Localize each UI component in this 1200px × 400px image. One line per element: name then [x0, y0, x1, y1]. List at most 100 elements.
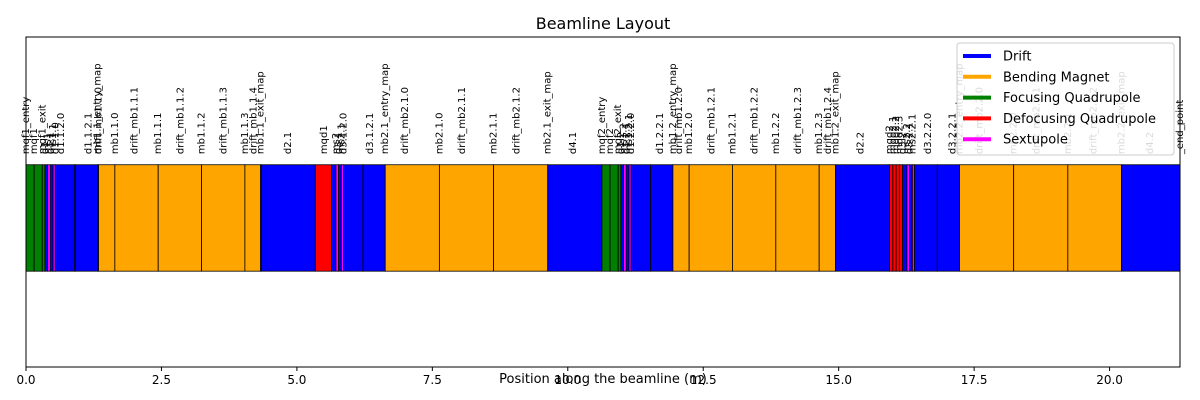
element-label: d3.2.2.0: [923, 113, 934, 154]
element-label: ms1.2.1: [624, 114, 635, 154]
element-mb1-2-1: [688, 164, 733, 272]
element-mqd2-3: [898, 164, 904, 272]
element-d1-2: [620, 164, 624, 272]
element-label: drift_mb1.1.1: [129, 87, 140, 154]
x-tick-label: 5.0: [287, 373, 306, 387]
element-label: ms2.2.1: [907, 114, 918, 154]
element-label: d1.2.1: [621, 122, 632, 154]
element-label: d1.2: [616, 132, 627, 154]
element-label: drift_mb1.1.3: [219, 87, 230, 154]
x-tick-label: 10.0: [554, 373, 581, 387]
element-label: mb2.1_entry_map: [380, 63, 391, 154]
element-d1-2-2-1: [650, 164, 674, 272]
element-mb2-1-1: [493, 164, 549, 272]
element-label: ms2.2: [902, 123, 913, 154]
element-drift-mb1-2-0: [672, 164, 690, 272]
x-tick-label: 15.0: [825, 373, 852, 387]
element-label: d1.1.2.1: [83, 113, 94, 154]
element-label: mqf2_exit: [613, 104, 624, 154]
element-mqf1-entry: [25, 164, 35, 272]
element-d3-2-2-1: [936, 164, 960, 272]
x-tick-label: 17.5: [961, 373, 988, 387]
element-label: mqd2.3: [894, 116, 905, 154]
beamline-elements: [25, 164, 1181, 272]
element-mqf1: [33, 164, 43, 272]
x-tick-label: 7.5: [423, 373, 442, 387]
element-label: mb1.2.1: [727, 113, 738, 155]
element-drift-mb1-2-2: [732, 164, 777, 272]
element-ms1: [47, 164, 51, 272]
element-ms1-2: [623, 164, 627, 272]
element-d3-2: [902, 164, 908, 272]
element-label: mb1.2_exit_map: [830, 71, 841, 154]
element-label: mb1.2_entry_map: [668, 63, 679, 154]
element-mqd1: [314, 164, 332, 272]
element-label: mb2.1.0: [434, 113, 445, 155]
element-label: d3.2.1: [905, 122, 916, 154]
element-mb1-2-exit-map: [818, 164, 836, 272]
element-ms2-2: [906, 164, 911, 272]
element-mqf2: [609, 164, 619, 272]
element-label: ms1.2: [619, 123, 630, 154]
element-d2-1: [260, 164, 316, 272]
element-d4-2: [1121, 164, 1181, 272]
element-label: d2.2: [855, 132, 866, 154]
x-axis-label: Position along the beamline (m): [499, 372, 707, 387]
legend-label: Defocusing Quadrupole: [1003, 112, 1156, 127]
plot-frame: [25, 36, 1181, 368]
element-d3-1: [338, 164, 342, 272]
element-drift-mb1-1-2: [244, 164, 261, 272]
element-mb1-1-0: [114, 164, 159, 272]
element-label: ms1.1: [48, 123, 59, 154]
element-label: d1.1: [45, 132, 56, 154]
element-label: mqd2.2: [891, 116, 902, 154]
element-label: mqd2.1: [888, 116, 899, 154]
element-d1-1-2-1: [74, 164, 98, 272]
element-label: d1: [40, 141, 51, 154]
element-label: mqf2: [605, 128, 616, 154]
element-label: mb1.2.2: [771, 113, 782, 155]
element-label: mb2.1.1: [489, 113, 500, 155]
element-d3-1-2-0: [343, 164, 364, 272]
legend-label: Bending Magnet: [1003, 70, 1109, 85]
element-label: drift_mb1.2.2: [750, 87, 761, 154]
element-label: mb1.1.2: [197, 113, 208, 155]
element-d1-1-0: [54, 164, 76, 272]
element-label: mb1.1.3: [240, 113, 251, 155]
element-label: d3.2.2.1: [947, 113, 958, 154]
x-axis: 0.0 2.5 5.0 7.5 10.0 12.5 15.0 17.5 20.0: [16, 367, 1123, 387]
element-mqf2-exit: [617, 164, 622, 272]
element-mb2-2-1: [1067, 164, 1122, 272]
element-d2-2: [835, 164, 891, 272]
element-mb2-1-0: [438, 164, 494, 272]
element-drift-mb1-1-1: [157, 164, 202, 272]
element-label: drift_mb2.1.1: [457, 87, 468, 154]
legend: Drift Bending Magnet Focusing Quadrupole De…: [956, 42, 1175, 156]
element-label: mb1.2.3: [814, 113, 825, 155]
element-label: mb2.1_exit_map: [543, 71, 554, 154]
element-mqd2: [889, 164, 894, 272]
element-label: d4.1: [568, 132, 579, 154]
chart-title: Beamline Layout: [536, 14, 671, 33]
element-label: mb1.2.0: [684, 113, 695, 155]
element-d3-2-2-0: [914, 164, 938, 272]
element-label: d1.1.0: [50, 122, 61, 154]
element-mb2-1-entry-map: [384, 164, 440, 272]
element-label: d3.1: [334, 132, 345, 154]
element-label: drift_mb1.2.0: [674, 87, 685, 154]
legend-box: [956, 42, 1175, 156]
element-label: mqf1_exit: [37, 104, 48, 154]
element-d4-1: [547, 164, 603, 272]
element-mqd2-1: [892, 164, 897, 272]
element-mb2-2-entry: [959, 164, 1015, 272]
element-mqd2-2: [895, 164, 900, 272]
element-mb2-2-0: [1013, 164, 1069, 272]
element-mqf2-entry: [601, 164, 611, 272]
element-label: mb1.1.1: [153, 113, 164, 155]
legend-label: Focusing Quadrupole: [1003, 91, 1140, 106]
element-ms2: [335, 164, 340, 272]
element-label: drift_mb2.1.0: [400, 87, 411, 154]
element-d1-2-1: [625, 164, 630, 272]
element-label: mqd1: [319, 125, 330, 154]
element-label: ms2.1: [336, 123, 347, 154]
